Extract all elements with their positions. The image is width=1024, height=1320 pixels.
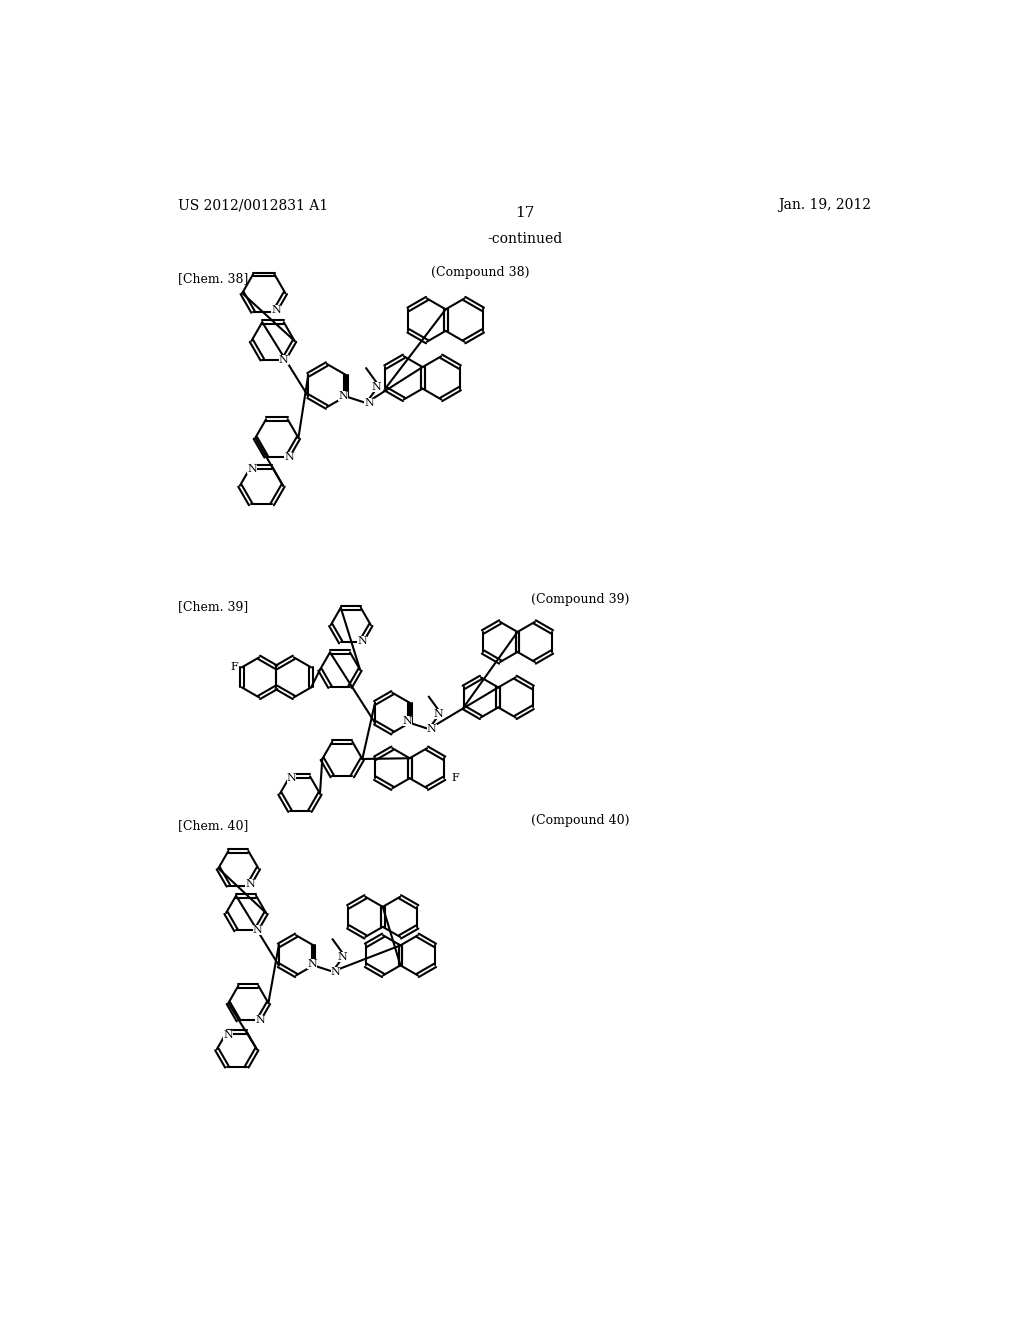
Text: N: N — [271, 305, 281, 315]
Text: [Chem. 39]: [Chem. 39] — [178, 601, 249, 614]
Text: N: N — [279, 355, 289, 364]
Text: N: N — [223, 1030, 233, 1040]
Text: N: N — [427, 723, 436, 734]
Text: 17: 17 — [515, 206, 535, 220]
Text: F: F — [230, 663, 238, 672]
Text: N: N — [253, 925, 262, 936]
Text: N: N — [285, 451, 294, 462]
Text: (Compound 39): (Compound 39) — [531, 594, 630, 606]
Text: [Chem. 38]: [Chem. 38] — [178, 272, 249, 285]
Text: -continued: -continued — [487, 231, 562, 246]
Text: N: N — [372, 381, 381, 392]
Text: F: F — [452, 774, 459, 783]
Text: N: N — [433, 709, 443, 719]
Text: N: N — [287, 772, 296, 783]
Text: (Compound 38): (Compound 38) — [431, 267, 529, 280]
Text: N: N — [255, 1015, 265, 1026]
Text: N: N — [402, 717, 413, 726]
Text: N: N — [245, 879, 255, 890]
Text: N: N — [338, 952, 347, 962]
Text: N: N — [357, 636, 368, 645]
Text: Jan. 19, 2012: Jan. 19, 2012 — [778, 198, 871, 213]
Text: N: N — [338, 391, 348, 401]
Text: [Chem. 40]: [Chem. 40] — [178, 818, 249, 832]
Text: US 2012/0012831 A1: US 2012/0012831 A1 — [178, 198, 329, 213]
Text: N: N — [307, 958, 316, 969]
Text: N: N — [365, 399, 374, 408]
Text: (Compound 40): (Compound 40) — [531, 814, 630, 828]
Text: N: N — [331, 966, 340, 977]
Text: N: N — [248, 463, 257, 474]
